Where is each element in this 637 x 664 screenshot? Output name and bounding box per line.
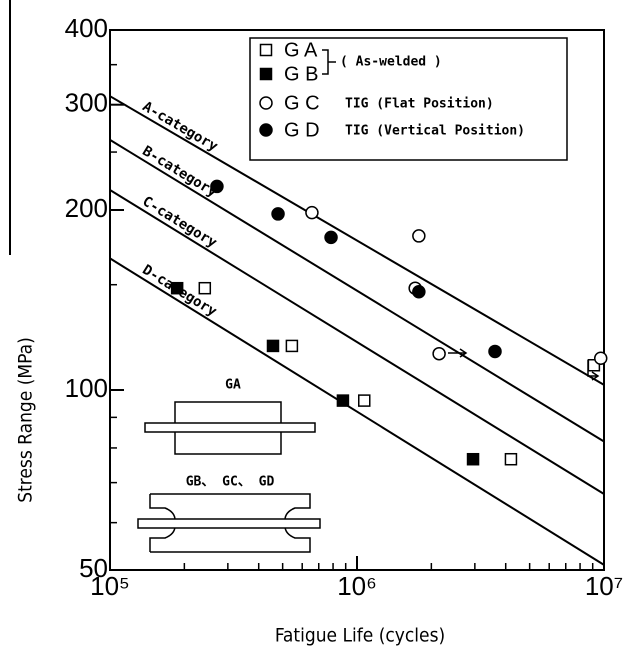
y-axis-title: Stress Range (MPa) bbox=[15, 337, 37, 503]
legend-note: ( As-welded ) bbox=[340, 55, 442, 70]
legend-label: G B bbox=[284, 63, 318, 85]
x-axis-title: Fatigue Life (cycles) bbox=[275, 625, 445, 647]
category-label: C-category bbox=[139, 193, 220, 251]
marker bbox=[259, 67, 273, 81]
marker bbox=[504, 452, 518, 466]
marker bbox=[259, 96, 273, 110]
category-line bbox=[109, 139, 605, 443]
category-line bbox=[109, 95, 605, 386]
inset-label: GB、 GC、 GD bbox=[186, 475, 275, 490]
marker bbox=[259, 43, 273, 57]
marker bbox=[198, 281, 212, 295]
legend-note: TIG (Vertical Position) bbox=[345, 124, 525, 139]
category-line bbox=[109, 189, 605, 495]
marker bbox=[336, 394, 350, 407]
marker bbox=[412, 284, 426, 299]
y-tick-label: 300 bbox=[65, 88, 108, 118]
legend-box bbox=[249, 37, 568, 161]
marker bbox=[271, 207, 285, 221]
x-tick-label: 10⁵ bbox=[90, 571, 130, 601]
marker bbox=[170, 281, 184, 295]
marker bbox=[305, 205, 319, 220]
inset-gb bbox=[137, 493, 321, 553]
marker bbox=[593, 351, 608, 366]
legend-note: TIG (Flat Position) bbox=[345, 97, 494, 112]
x-tick-label: 10⁷ bbox=[585, 571, 623, 601]
y-tick-label: 50 bbox=[79, 553, 108, 583]
marker bbox=[285, 339, 299, 353]
y-tick-label: 100 bbox=[65, 373, 108, 403]
inset-ga bbox=[144, 401, 316, 455]
marker bbox=[324, 230, 338, 245]
marker bbox=[432, 346, 446, 361]
marker bbox=[466, 452, 480, 466]
legend-label: G D bbox=[284, 119, 320, 141]
category-line bbox=[109, 257, 605, 566]
marker bbox=[488, 344, 502, 359]
marker bbox=[210, 179, 224, 194]
marker bbox=[259, 123, 273, 137]
marker bbox=[587, 358, 601, 372]
inset-label: GA bbox=[225, 378, 241, 393]
y-tick-label: 200 bbox=[65, 193, 108, 223]
legend-label: G C bbox=[284, 92, 320, 114]
marker bbox=[266, 339, 280, 353]
legend-label: G A bbox=[284, 39, 318, 61]
x-tick-label: 10⁶ bbox=[337, 571, 377, 601]
y-tick-label: 400 bbox=[65, 13, 108, 43]
legend-bracket bbox=[322, 49, 336, 75]
marker bbox=[358, 394, 371, 407]
marker bbox=[412, 229, 426, 243]
